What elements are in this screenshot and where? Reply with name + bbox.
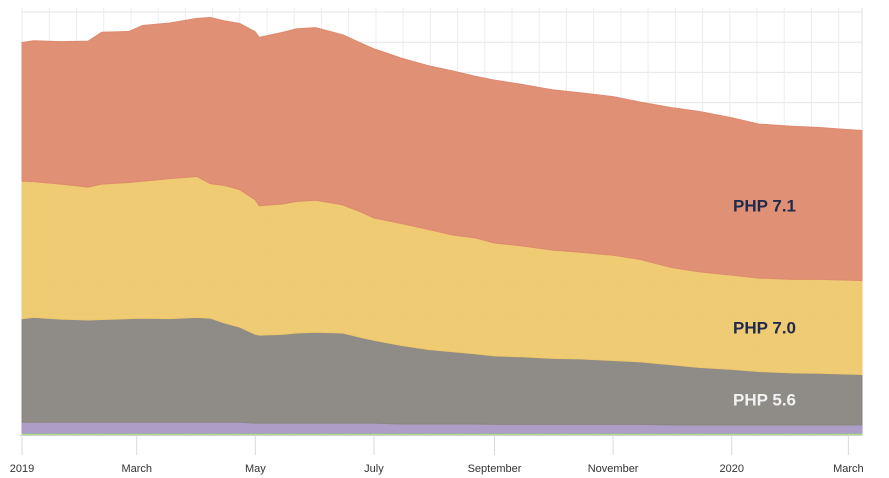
x-tick-label: March xyxy=(833,463,864,475)
area-php-7-1 xyxy=(21,16,863,282)
x-tick-label: 2020 xyxy=(719,463,743,475)
series-labels: PHP 5.6 PHP 7.0 PHP 7.1 xyxy=(733,197,796,410)
series-label-php-5-6: PHP 5.6 xyxy=(733,391,796,410)
series-areas xyxy=(21,16,863,436)
x-tick-label: September xyxy=(468,463,522,475)
x-tick-label: March xyxy=(121,463,152,475)
x-axis: 2019 March May July September November 2020 Mar… xyxy=(10,435,864,475)
series-label-php-7-0: PHP 7.0 xyxy=(733,319,796,338)
series-label-php-7-1: PHP 7.1 xyxy=(733,197,796,216)
x-tick-label: July xyxy=(364,463,384,475)
x-tick-label: November xyxy=(588,463,639,475)
x-tick-label: 2019 xyxy=(10,463,34,475)
x-tick-label: May xyxy=(245,463,266,475)
